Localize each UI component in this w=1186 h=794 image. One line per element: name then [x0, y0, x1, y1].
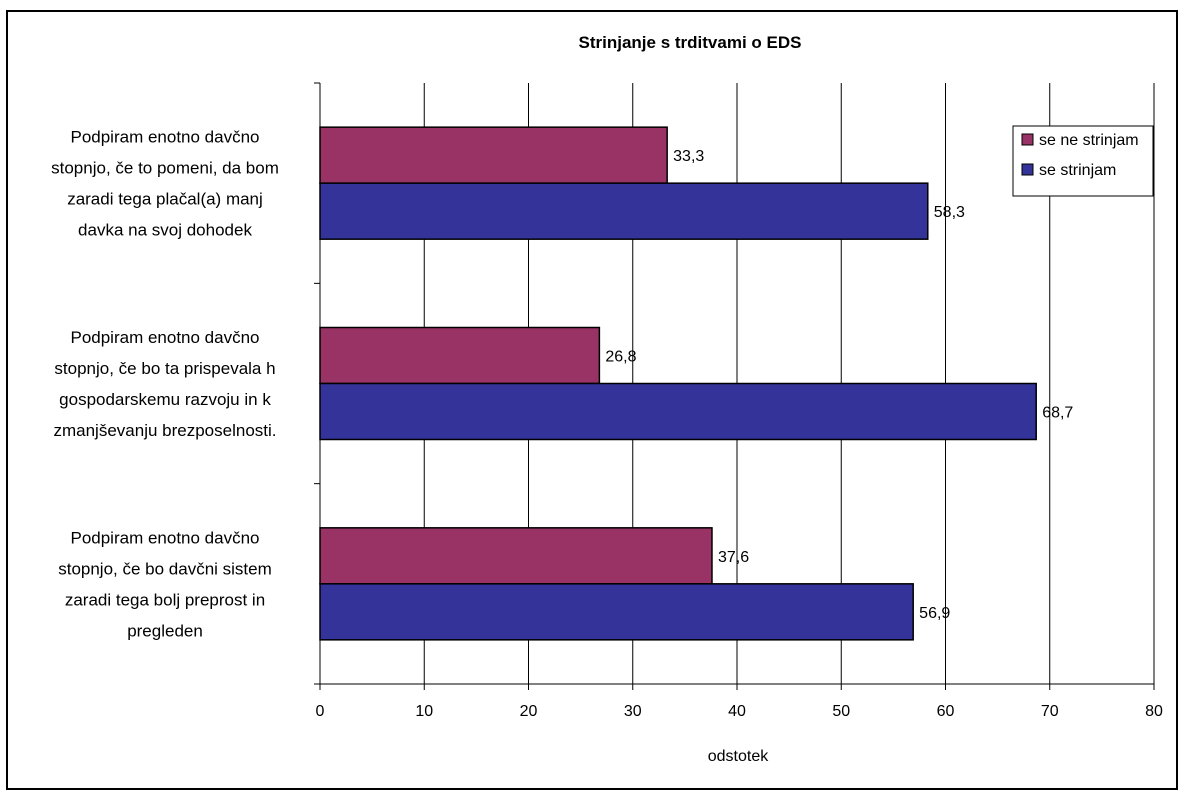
- category-label: davka na svoj dohodek: [78, 221, 252, 240]
- bars: 33,3 58,3 26,8 68,7 37,6 56,9: [319, 126, 1073, 641]
- legend-label: se strinjam: [1039, 162, 1116, 179]
- x-tick-label: 80: [1145, 703, 1163, 720]
- legend-box: [1012, 125, 1154, 197]
- category-label: zaradi tega bolj preprost in: [65, 590, 265, 609]
- data-label: 37,6: [718, 549, 749, 566]
- category-label: zaradi tega plačal(a) manj: [67, 190, 263, 209]
- legend-swatch: [1021, 133, 1034, 146]
- bar: [319, 326, 601, 385]
- x-tick-label: 10: [415, 703, 433, 720]
- legend-swatch: [1021, 163, 1034, 176]
- category-label: stopnjo, če to pomeni, da bom: [51, 159, 279, 178]
- bar: [319, 583, 914, 641]
- bar: [319, 126, 668, 184]
- bar: [319, 182, 929, 240]
- x-axis: 0 10 20 30 40 50 60 70 80: [314, 82, 1163, 720]
- x-axis-label: odstotek: [708, 748, 769, 765]
- category-label: stopnjo, če bo davčni sistem: [58, 559, 272, 578]
- category-label: zmanjševanju brezposelnosti.: [53, 421, 276, 440]
- category-label: gospodarskemu razvoju in k: [59, 390, 271, 409]
- data-label: 56,9: [919, 605, 950, 622]
- chart-title: Strinjanje s trditvami o EDS: [579, 33, 802, 52]
- bar: [319, 527, 713, 585]
- x-tick-label: 30: [624, 703, 642, 720]
- x-tick-label: 20: [520, 703, 538, 720]
- category-label: Podpiram enotno davčno: [70, 128, 259, 147]
- x-tick-label: 50: [832, 703, 850, 720]
- bar: [319, 382, 1037, 441]
- data-label: 58,3: [934, 204, 965, 221]
- data-label: 68,7: [1042, 405, 1073, 422]
- x-tick-label: 60: [937, 703, 955, 720]
- legend-label: se ne strinjam: [1039, 132, 1139, 149]
- data-label: 26,8: [605, 349, 636, 366]
- category-label: Podpiram enotno davčno: [70, 328, 259, 347]
- data-label: 33,3: [673, 148, 704, 165]
- category-labels: Podpiram enotno davčno stopnjo, če to pom…: [51, 128, 279, 641]
- x-tick-label: 0: [316, 703, 325, 720]
- category-label: pregleden: [127, 621, 203, 640]
- x-tick-label: 70: [1041, 703, 1059, 720]
- category-label: stopnjo, če bo ta prispevala h: [54, 359, 275, 378]
- x-tick-label: 40: [728, 703, 746, 720]
- legend: se ne strinjam se strinjam: [1012, 125, 1154, 197]
- category-label: Podpiram enotno davčno: [70, 528, 259, 547]
